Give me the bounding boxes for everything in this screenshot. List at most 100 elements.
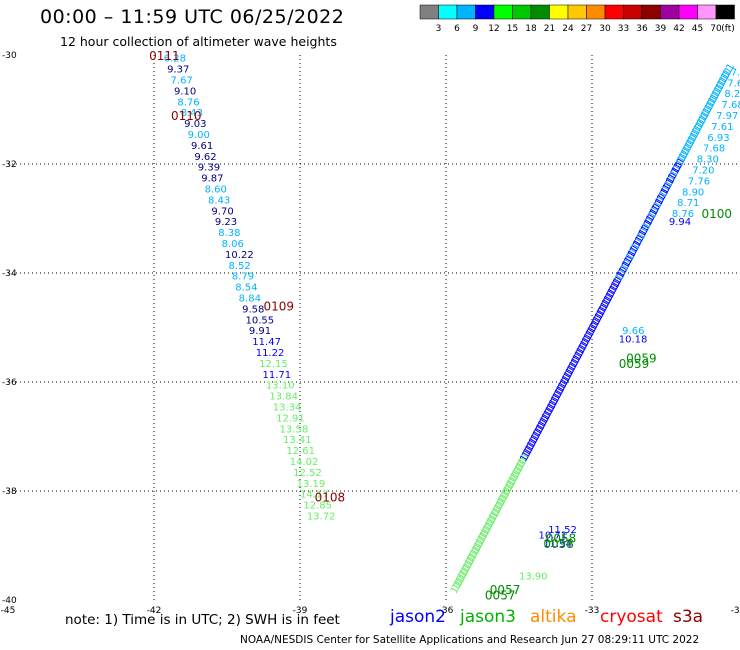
track-glyph: 11 xyxy=(458,562,474,579)
track-glyph: 11 xyxy=(496,489,512,506)
track-glyph: 11 xyxy=(509,465,525,482)
track-glyph: 11 xyxy=(482,517,498,534)
legend-swatch xyxy=(697,4,717,20)
legend-swatch xyxy=(660,4,680,20)
legend-unit: (ft) xyxy=(721,24,735,34)
track-glyph: 11 xyxy=(566,357,582,374)
swh-label-west: 9.61 xyxy=(191,141,213,152)
track-glyph: 11 xyxy=(487,507,503,524)
swh-label-west: 9.87 xyxy=(201,174,223,185)
track-glyph: 11 xyxy=(575,340,591,357)
legend-swatch xyxy=(493,4,513,20)
swh-label-east: 7.61 xyxy=(711,122,733,133)
chart-subtitle: 12 hour collection of altimeter wave hei… xyxy=(60,34,337,49)
swh-label-west: 13.41 xyxy=(283,435,312,446)
time-label: 0058 xyxy=(543,537,574,551)
swh-label-east: 7.76 xyxy=(688,176,710,187)
legend-swatch xyxy=(586,4,606,20)
legend-swatch xyxy=(567,4,587,20)
swh-label-east: 8.30 xyxy=(697,155,719,166)
swh-label-west: 7.67 xyxy=(171,76,193,87)
legend-swatch xyxy=(549,4,569,20)
color-legend: 3 6 9 12 15 18 21 24 27 30 33 36 39 42 45 70 (ft) xyxy=(419,4,735,34)
swh-label-east: 8.71 xyxy=(677,198,699,209)
legend-swatch xyxy=(530,4,550,20)
swh-label-east: 6.93 xyxy=(707,133,729,144)
track-glyph: 11 xyxy=(623,249,639,266)
track-glyph: 11 xyxy=(613,267,629,284)
sat-altika: altika xyxy=(530,607,577,627)
track-glyph: 11 xyxy=(646,204,662,221)
track-glyph: 11 xyxy=(473,534,489,551)
track-glyph: 11 xyxy=(721,62,737,79)
legend-swatch xyxy=(604,4,624,20)
track-glyph: 11 xyxy=(495,493,511,510)
track-glyph: 11 xyxy=(602,288,618,305)
swh-label-west: 9.91 xyxy=(249,326,271,337)
track-glyph: 11 xyxy=(586,319,602,336)
swh-label-west: 10.22 xyxy=(225,250,254,261)
legend-label: 9 xyxy=(473,24,479,34)
track-glyph: 11 xyxy=(701,100,717,117)
time-label: 0109 xyxy=(264,300,295,314)
track-glyph: 11 xyxy=(467,545,483,562)
x-tick-label: -45 xyxy=(1,606,16,616)
time-label: 0110 xyxy=(171,109,202,123)
swh-label-west: 9.23 xyxy=(215,217,237,228)
legend-label: 30 xyxy=(599,24,611,34)
swh-label-west: 9.39 xyxy=(198,163,220,174)
swh-label-east: 7.20 xyxy=(692,165,714,176)
track-glyph: 11 xyxy=(562,364,578,381)
track-glyph: 11 xyxy=(560,368,576,385)
track-glyph: 11 xyxy=(518,447,534,464)
sat-s3a: s3a xyxy=(673,607,704,627)
track-glyph: 11 xyxy=(485,510,501,527)
swh-label-west: 9.70 xyxy=(211,206,233,217)
track-glyph: 11 xyxy=(617,260,633,277)
track-glyph: 11 xyxy=(537,413,553,430)
swh-label-west: 12.91 xyxy=(276,413,305,424)
track-glyph: 11 xyxy=(590,312,606,329)
swh-label-west: 11.22 xyxy=(256,348,285,359)
swh-label-west: 11.71 xyxy=(263,370,292,381)
track-glyph: 11 xyxy=(698,107,714,124)
track-glyph: 11 xyxy=(506,472,522,489)
legend-label: 21 xyxy=(544,24,555,34)
time-label: 0059 xyxy=(619,357,650,371)
track-glyph: 11 xyxy=(661,176,677,193)
legend-label: 27 xyxy=(581,24,592,34)
swh-label-west: 9.00 xyxy=(188,130,210,141)
track-glyph: 11 xyxy=(471,538,487,555)
y-tick-label: -34 xyxy=(2,269,17,279)
track-glyph: 11 xyxy=(668,163,684,180)
track-glyph: 11 xyxy=(688,124,704,141)
track-glyph: 11 xyxy=(548,392,564,409)
swh-label-east: 7.7 xyxy=(731,67,740,78)
track-east-glyphs: 1111111111111111111111111111111111111111… xyxy=(449,62,737,596)
track-glyph: 11 xyxy=(659,180,675,197)
swh-label-west: 12.85 xyxy=(303,501,332,512)
y-tick-label: -30 xyxy=(2,51,17,61)
legend-swatch xyxy=(678,4,698,20)
track-glyph: 11 xyxy=(580,329,596,346)
track-glyph: 11 xyxy=(524,437,540,454)
time-label: 0111 xyxy=(149,49,180,63)
track-glyph: 11 xyxy=(674,152,690,169)
swh-label-west: 12.15 xyxy=(259,359,288,370)
swh-label-west: 8.60 xyxy=(205,185,227,196)
legend-label: 42 xyxy=(673,24,684,34)
swh-label-west: 12.61 xyxy=(286,446,315,457)
swh-label-west: 8.84 xyxy=(239,294,261,305)
track-glyph: 11 xyxy=(604,284,620,301)
swh-label-west: 8.43 xyxy=(208,195,230,206)
legend-label: 45 xyxy=(692,24,703,34)
axis-ticks: -30 -32 -34 -36 -38 -40-45 -42 -39 -36 -33 -30 xyxy=(1,51,740,616)
swh-label-west: 11.47 xyxy=(252,337,281,348)
legend-label: 36 xyxy=(636,24,648,34)
swh-label-west: 10.55 xyxy=(245,315,274,326)
swh-label-west: 14.02 xyxy=(290,457,319,468)
time-label: 0108 xyxy=(315,490,346,504)
track-glyph: 11 xyxy=(515,454,531,471)
x-tick-label: -33 xyxy=(585,606,600,616)
legend-label: 18 xyxy=(525,24,537,34)
